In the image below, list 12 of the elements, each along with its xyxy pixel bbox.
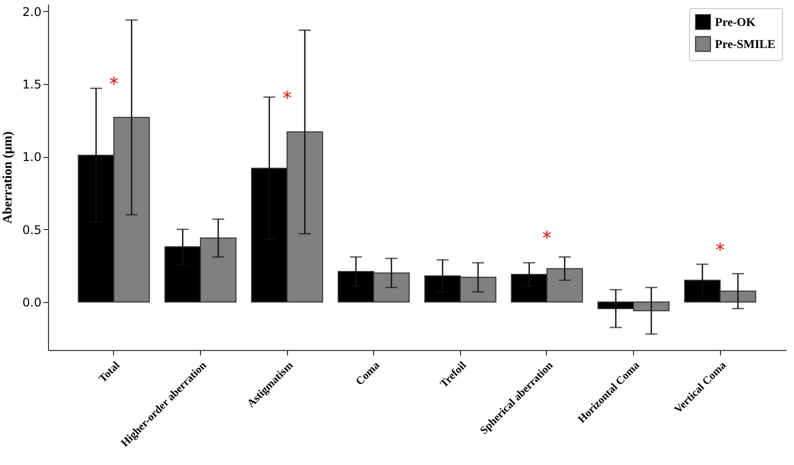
annotation: * xyxy=(282,88,292,109)
legend-label: Pre-OK xyxy=(715,15,756,29)
y-tick-label: 1.5 xyxy=(22,77,42,92)
y-axis-title: Aberration (μm) xyxy=(0,131,14,224)
y-tick-label: 2.0 xyxy=(22,4,42,19)
y-tick-label: 1.0 xyxy=(22,150,42,164)
y-tick-label: 0.5 xyxy=(22,222,42,237)
legend-label: Pre-SMILE xyxy=(715,37,776,51)
y-tick-label: 0.0 xyxy=(22,296,42,310)
annotation: * xyxy=(716,240,725,261)
annotation: * xyxy=(109,74,118,95)
annotation: * xyxy=(542,228,552,249)
